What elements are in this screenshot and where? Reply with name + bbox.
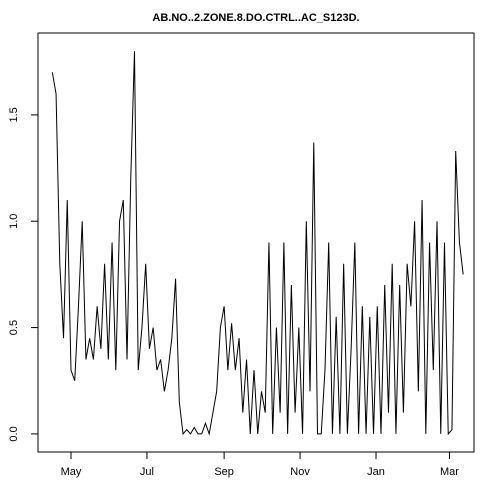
x-tick-label: Sep xyxy=(214,466,234,478)
y-tick-label: 1.0 xyxy=(8,214,20,229)
x-tick-label: Jul xyxy=(140,466,154,478)
y-tick-label: 1.5 xyxy=(8,107,20,122)
plot-box xyxy=(37,32,475,453)
x-tick-label: Nov xyxy=(290,466,310,478)
y-tick-label: 0.0 xyxy=(8,426,20,441)
chart-title: AB.NO..2.ZONE.8.DO.CTRL..AC_S123D. xyxy=(152,12,359,24)
data-line xyxy=(51,51,464,436)
x-tick-label: Mar xyxy=(440,466,459,478)
x-tick-label: May xyxy=(61,466,82,478)
y-tick-label: 0.5 xyxy=(8,320,20,335)
x-tick-label: Jan xyxy=(367,466,385,478)
